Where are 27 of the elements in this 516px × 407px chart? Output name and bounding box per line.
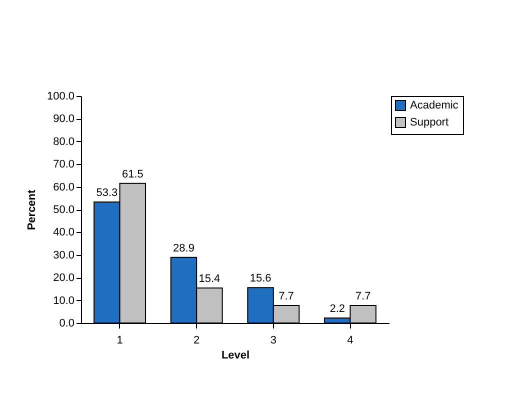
y-tick-label: 90.0: [53, 113, 74, 126]
x-tick-label: 3: [270, 334, 276, 346]
data-label: 7.7: [278, 290, 294, 303]
y-tick-label: 80.0: [53, 136, 74, 148]
y-tick-label: 40.0: [53, 226, 74, 239]
y-axis-title: Percent: [26, 189, 38, 230]
y-tick-label: 20.0: [53, 272, 74, 284]
data-label: 2.2: [330, 303, 345, 316]
y-tick-label: 0.0: [59, 318, 74, 330]
data-label: 28.9: [173, 242, 194, 254]
x-tick-label: 4: [347, 334, 354, 346]
y-tick-label: 70.0: [53, 158, 74, 171]
y-tick-label: 100.0: [46, 90, 74, 102]
y-tick-label: 10.0: [53, 294, 74, 307]
y-tick-label: 30.0: [53, 249, 74, 262]
x-tick-label: 2: [194, 334, 200, 346]
x-axis-title: Level: [221, 350, 250, 362]
data-label: 61.5: [122, 168, 144, 180]
y-tick-label: 50.0: [53, 204, 74, 216]
data-label: 15.4: [198, 273, 220, 286]
data-label: 7.7: [355, 290, 371, 303]
data-label: 15.6: [250, 272, 272, 285]
x-tick-label: 1: [116, 334, 123, 346]
data-label: 53.3: [96, 187, 118, 200]
legend-label: Academic: [410, 100, 459, 112]
legend-label: Support: [410, 116, 449, 128]
y-tick-label: 60.0: [53, 181, 74, 194]
